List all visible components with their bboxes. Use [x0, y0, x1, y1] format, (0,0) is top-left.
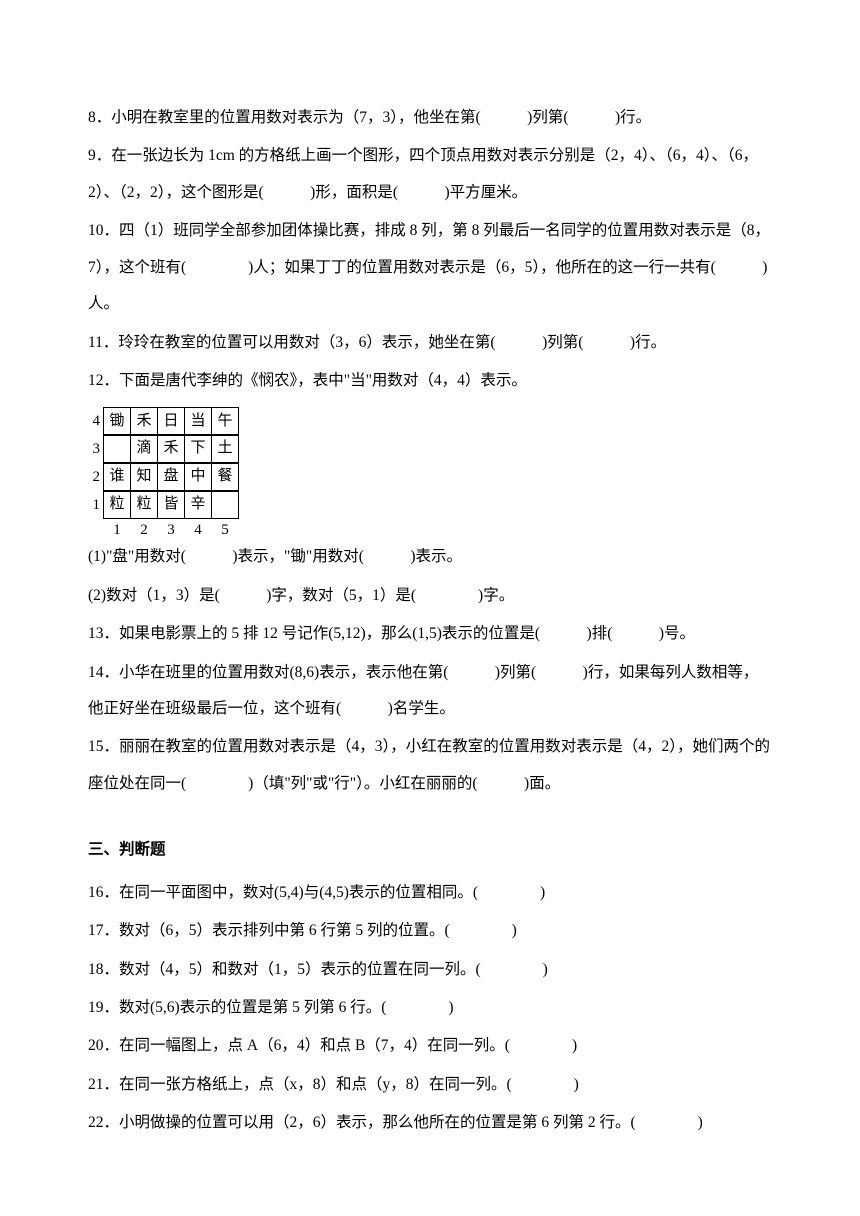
question-16: 16．在同一平面图中，数对(5,4)与(4,5)表示的位置相同。( ) — [88, 875, 772, 911]
table-row: 4 锄 禾 日 当 午 — [88, 407, 239, 435]
x-axis-labels: 1 2 3 4 5 — [104, 521, 239, 539]
y-axis-label: 2 — [88, 470, 104, 485]
grid-cell: 粒 — [103, 491, 131, 519]
question-14: 14．小华在班里的位置用数对(8,6)表示，表示他在第( )列第( )行，如果每… — [88, 655, 772, 728]
grid-cell: 下 — [184, 435, 212, 463]
grid-cell: 锄 — [103, 407, 131, 435]
question-8: 8．小明在教室里的位置用数对表示为（7，3），他坐在第( )列第( )行。 — [88, 100, 772, 136]
x-axis-label: 1 — [103, 521, 131, 539]
table-row: 2 谁 知 盘 中 餐 — [88, 463, 239, 491]
question-12-sub1: (1)"盘"用数对( )表示，"锄"用数对( )表示。 — [88, 539, 772, 575]
grid-cell: 中 — [184, 463, 212, 491]
grid-cell: 餐 — [211, 463, 239, 491]
grid-cell: 知 — [130, 463, 158, 491]
question-21: 21．在同一张方格纸上，点（x，8）和点（y，8）在同一列。( ) — [88, 1067, 772, 1103]
grid-cell: 日 — [157, 407, 185, 435]
grid-cell: 当 — [184, 407, 212, 435]
question-9: 9．在一张边长为 1cm 的方格纸上画一个图形，四个顶点用数对表示分别是（2，4… — [88, 138, 772, 211]
question-19: 19．数对(5,6)表示的位置是第 5 列第 6 行。( ) — [88, 990, 772, 1026]
x-axis-label: 2 — [130, 521, 158, 539]
question-15: 15．丽丽在教室的位置用数对表示是（4，3），小红在教室的位置用数对表示是（4，… — [88, 729, 772, 802]
poem-grid: 4 锄 禾 日 当 午 3 滴 禾 下 土 2 谁 知 盘 中 餐 1 粒 粒 … — [88, 407, 239, 539]
question-20: 20．在同一幅图上，点 A（6，4）和点 B（7，4）在同一列。( ) — [88, 1028, 772, 1064]
grid-cell: 滴 — [130, 435, 158, 463]
question-11: 11．玲玲在教室的位置可以用数对（3，6）表示，她坐在第( )列第( )行。 — [88, 325, 772, 361]
grid-cell: 盘 — [157, 463, 185, 491]
x-axis-label: 4 — [184, 521, 212, 539]
table-row: 3 滴 禾 下 土 — [88, 435, 239, 463]
question-13: 13．如果电影票上的 5 排 12 号记作(5,12)，那么(1,5)表示的位置… — [88, 616, 772, 652]
question-12-intro: 12．下面是唐代李绅的《悯农》，表中"当"用数对（4，4）表示。 — [88, 363, 772, 399]
question-22: 22．小明做操的位置可以用（2，6）表示，那么他所在的位置是第 6 列第 2 行… — [88, 1105, 772, 1141]
grid-cell: 谁 — [103, 463, 131, 491]
grid-cell: 禾 — [157, 435, 185, 463]
x-axis-label: 5 — [211, 521, 239, 539]
section-3-title: 三、判断题 — [88, 832, 772, 868]
question-10: 10．四（1）班同学全部参加团体操比赛，排成 8 列，第 8 列最后一名同学的位… — [88, 213, 772, 322]
grid-cell — [211, 491, 239, 519]
grid-cell: 午 — [211, 407, 239, 435]
grid-cell: 皆 — [157, 491, 185, 519]
x-axis-label: 3 — [157, 521, 185, 539]
y-axis-label: 3 — [88, 442, 104, 457]
question-17: 17．数对（6，5）表示排列中第 6 行第 5 列的位置。( ) — [88, 913, 772, 949]
grid-cell: 粒 — [130, 491, 158, 519]
y-axis-label: 4 — [88, 414, 104, 429]
question-12-sub2: (2)数对（1，3）是( )字，数对（5，1）是( )字。 — [88, 578, 772, 614]
grid-cell: 土 — [211, 435, 239, 463]
y-axis-label: 1 — [88, 498, 104, 513]
table-row: 1 粒 粒 皆 辛 — [88, 491, 239, 519]
grid-cell: 辛 — [184, 491, 212, 519]
grid-cell — [103, 435, 131, 463]
grid-cell: 禾 — [130, 407, 158, 435]
question-18: 18．数对（4，5）和数对（1，5）表示的位置在同一列。( ) — [88, 952, 772, 988]
